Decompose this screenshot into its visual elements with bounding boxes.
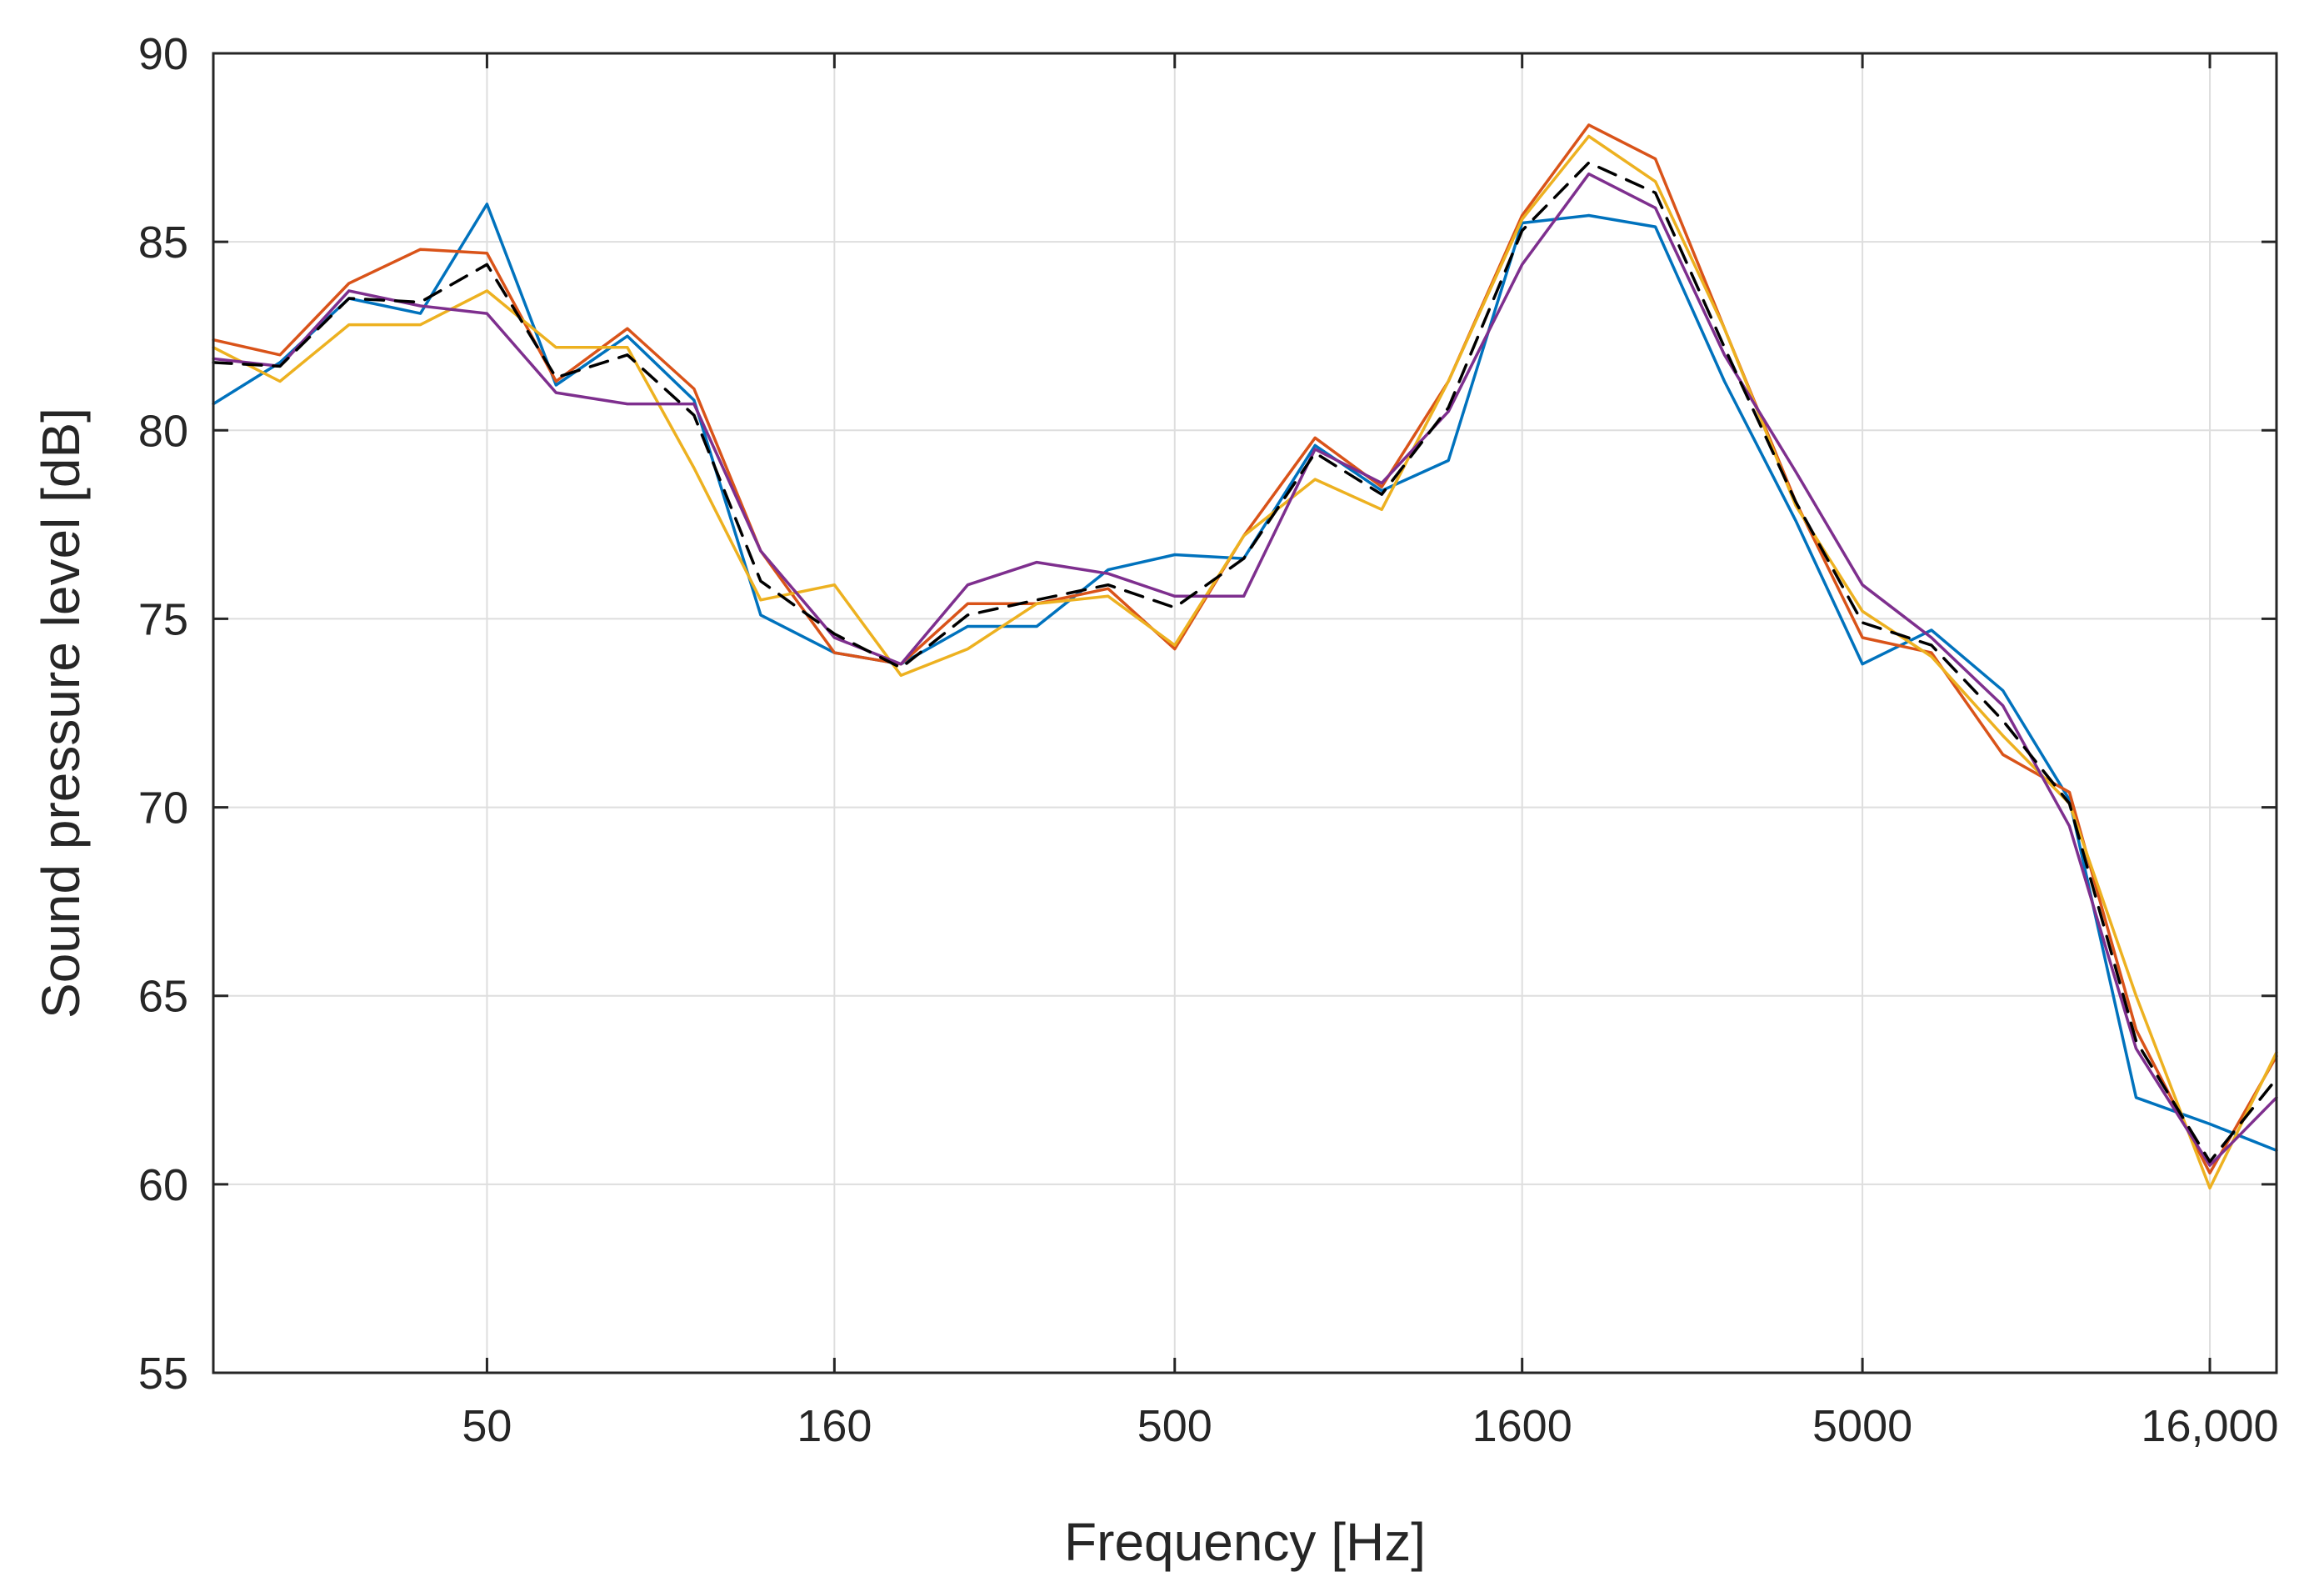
- y-tick-labels: 55 60 65 70 75 80 85 90: [138, 29, 188, 1399]
- y-tick-label: 90: [138, 29, 188, 79]
- y-tick-label: 70: [138, 783, 188, 834]
- y-tick-label: 60: [138, 1160, 188, 1210]
- x-tick-label: 500: [1137, 1401, 1212, 1451]
- x-tick-label: 50: [462, 1401, 512, 1451]
- y-tick-label: 75: [138, 594, 188, 644]
- series-line-1: [212, 203, 2278, 1152]
- x-tick-label: 1600: [1472, 1401, 1572, 1451]
- y-tick-label: 85: [138, 218, 188, 268]
- y-tick-label: 65: [138, 972, 188, 1022]
- series-group: [212, 123, 2278, 1190]
- x-axis-label: Frequency [Hz]: [1064, 1512, 1426, 1572]
- series-line-4: [212, 172, 2278, 1167]
- x-tick-labels: 50 160 500 1600 5000 16,000: [462, 1401, 2278, 1451]
- plot-area-frame: [212, 52, 2278, 1374]
- x-tick-label: 160: [797, 1401, 872, 1451]
- y-axis-label: Sound pressure level [dB]: [31, 408, 91, 1019]
- y-tick-label: 55: [138, 1349, 188, 1399]
- x-tick-label: 16,000: [2141, 1401, 2278, 1451]
- series-line-3: [212, 134, 2278, 1190]
- x-tick-label: 5000: [1812, 1401, 1912, 1451]
- grid: [213, 53, 2277, 1374]
- series-line-5: [212, 161, 2278, 1164]
- y-tick-label: 80: [138, 406, 188, 456]
- series-line-2: [212, 123, 2278, 1175]
- tick-marks: [213, 52, 2277, 1374]
